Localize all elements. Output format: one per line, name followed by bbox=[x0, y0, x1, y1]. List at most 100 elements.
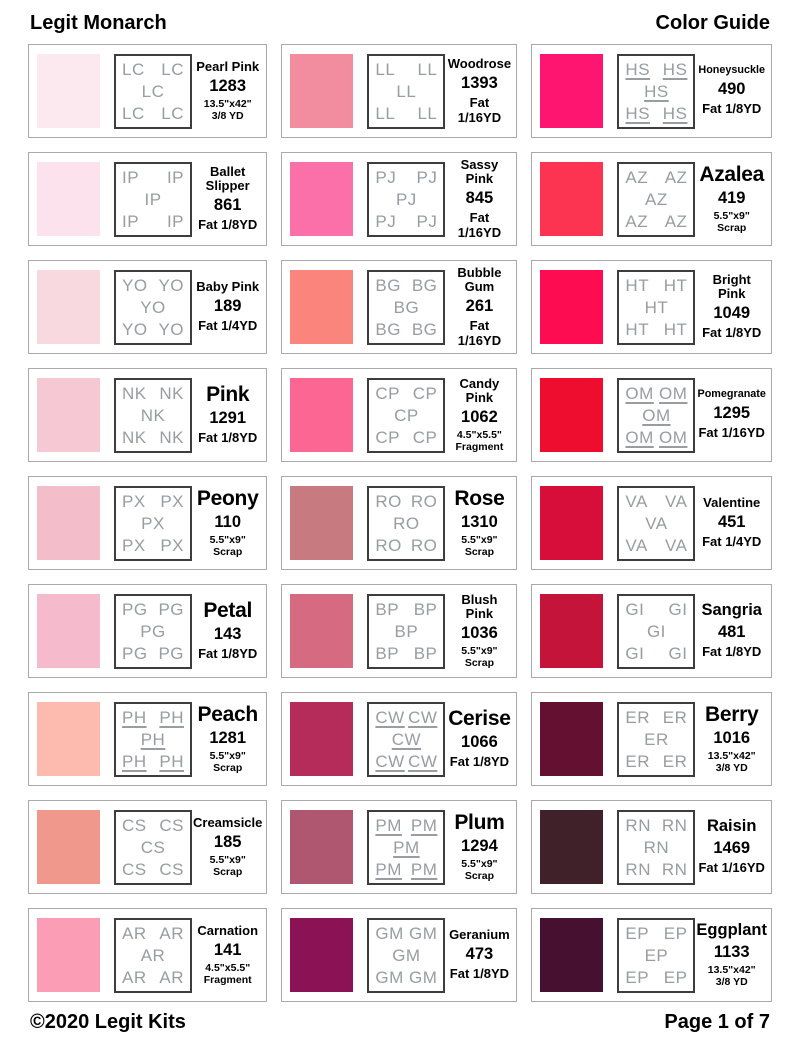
piece-code: PH bbox=[159, 707, 184, 727]
piece-code-box: IP IP IP IP IP bbox=[114, 161, 192, 237]
color-swatch bbox=[37, 54, 100, 128]
code-row: RN RN bbox=[625, 861, 687, 878]
piece-code: HS bbox=[625, 103, 651, 123]
color-card: CW CW CW CW CW Cerise 1066 Fat 1/8YD bbox=[281, 692, 518, 786]
piece-code-box: LC LC LC LC LC bbox=[114, 53, 192, 129]
piece-code: GM bbox=[392, 945, 421, 965]
code-row: VA VA bbox=[625, 537, 687, 554]
color-card: PM PM PM PM PM Plum 1294 5.5"x9" Scrap bbox=[281, 800, 518, 894]
piece-code-box: OM OM OM OM OM bbox=[617, 377, 696, 453]
piece-code: NK bbox=[159, 383, 184, 403]
piece-code: PX bbox=[141, 513, 165, 533]
code-row: YO YO bbox=[122, 277, 184, 294]
fabric-amount: 5.5"x9" Scrap bbox=[209, 750, 246, 775]
fabric-amount: Fat 1/16YD bbox=[457, 209, 502, 240]
fabric-amount: Fat 1/8YD bbox=[198, 646, 258, 662]
piece-code-box: PM PM PM PM PM bbox=[367, 809, 446, 885]
piece-code: AZ bbox=[625, 211, 649, 231]
copyright: ©2020 Legit Kits bbox=[30, 1011, 186, 1033]
fabric-amount: 5.5"x9" Scrap bbox=[461, 644, 498, 670]
color-grid: LC LC LC LC LC Pearl Pink 1283 13.5"x42"… bbox=[28, 44, 772, 1002]
color-number: 1294 bbox=[461, 837, 498, 856]
code-row: IP IP bbox=[122, 213, 184, 230]
code-row: BG BG bbox=[375, 277, 437, 294]
piece-code: LL bbox=[396, 81, 417, 101]
color-swatch bbox=[540, 270, 604, 344]
code-row: PH bbox=[122, 731, 184, 748]
piece-code: PM bbox=[375, 859, 402, 879]
code-row: PH PH bbox=[122, 753, 184, 770]
code-row: EP EP bbox=[625, 925, 687, 942]
code-row: OM OM bbox=[625, 385, 687, 402]
piece-code: CW bbox=[375, 707, 405, 727]
piece-code: EP bbox=[644, 945, 669, 965]
color-name: Rose bbox=[454, 486, 505, 510]
piece-code: VA bbox=[625, 535, 648, 555]
piece-code: PJ bbox=[375, 167, 397, 187]
fabric-amount: 4.5"x5.5" Fragment bbox=[203, 961, 252, 987]
piece-code: LC bbox=[122, 103, 145, 123]
code-row: OM OM bbox=[625, 429, 687, 446]
piece-code: PH bbox=[122, 751, 147, 771]
color-info: Valentine 451 Fat 1/4YD bbox=[695, 495, 768, 550]
page-header: Legit Monarch Color Guide bbox=[28, 12, 772, 35]
piece-code-box: EP EP EP EP EP bbox=[617, 917, 696, 993]
code-row: AR AR bbox=[122, 969, 184, 986]
color-card: BP BP BP BP BP Blush Pink 1036 5.5"x9" Scr… bbox=[281, 584, 518, 678]
page-subtitle: Color Guide bbox=[655, 12, 770, 34]
piece-code-box: CS CS CS CS CS bbox=[114, 809, 192, 885]
piece-code: AR bbox=[140, 945, 166, 965]
color-card: RO RO RO RO RO Rose 1310 5.5"x9" Scrap bbox=[281, 476, 518, 570]
piece-code: OM bbox=[642, 405, 671, 425]
color-name: Carnation bbox=[197, 922, 259, 938]
piece-code: LL bbox=[417, 59, 438, 79]
color-swatch bbox=[37, 918, 100, 992]
piece-code: NK bbox=[122, 383, 147, 403]
code-row: EP EP bbox=[625, 969, 687, 986]
code-row: RN bbox=[625, 839, 687, 856]
piece-code: RN bbox=[625, 815, 651, 835]
code-row: LC LC bbox=[122, 61, 184, 78]
piece-code: AR bbox=[159, 923, 184, 943]
color-info: Ballet Slipper 861 Fat 1/8YD bbox=[192, 164, 263, 233]
color-swatch bbox=[540, 918, 604, 992]
fabric-amount: Fat 1/4YD bbox=[198, 318, 258, 334]
piece-code: PG bbox=[122, 599, 148, 619]
piece-code: VA bbox=[625, 491, 648, 511]
color-number: 1469 bbox=[713, 838, 751, 857]
color-number: 1283 bbox=[209, 76, 247, 95]
color-card: HS HS HS HS HS Honeysuckle 490 Fat 1/8YD bbox=[531, 44, 772, 138]
piece-code: OM bbox=[659, 383, 688, 403]
piece-code: GM bbox=[375, 923, 404, 943]
color-card: VA VA VA VA VA Valentine 451 Fat 1/4YD bbox=[531, 476, 772, 570]
piece-code: RO bbox=[393, 513, 420, 533]
code-row: AZ AZ bbox=[625, 213, 687, 230]
color-info: Carnation 141 4.5"x5.5" Fragment bbox=[192, 922, 263, 987]
color-card: YO YO YO YO YO Baby Pink 189 Fat 1/4YD bbox=[28, 260, 268, 354]
color-name: Pearl Pink bbox=[196, 58, 260, 74]
code-row: AZ bbox=[625, 191, 687, 208]
piece-code: CS bbox=[159, 859, 184, 879]
piece-code: CP bbox=[412, 427, 438, 447]
color-swatch bbox=[37, 162, 100, 236]
color-name: Bubble Gum bbox=[457, 264, 502, 294]
piece-code: BP bbox=[413, 599, 438, 619]
fabric-amount: Fat 1/16YD bbox=[698, 424, 765, 440]
fabric-amount: 5.5"x9" Scrap bbox=[209, 534, 246, 559]
code-row: GM GM bbox=[375, 925, 437, 942]
code-row: PJ PJ bbox=[375, 169, 437, 186]
code-row: PG PG bbox=[122, 601, 184, 618]
color-number: 1133 bbox=[713, 942, 750, 961]
color-name: Blush Pink bbox=[461, 591, 498, 621]
piece-code: GI bbox=[625, 599, 645, 619]
piece-code: GM bbox=[409, 923, 438, 943]
piece-code: PJ bbox=[395, 189, 417, 209]
piece-code: OM bbox=[625, 383, 654, 403]
code-row: BG BG bbox=[375, 321, 437, 338]
piece-code: EP bbox=[663, 923, 688, 943]
color-info: Raisin 1469 Fat 1/16YD bbox=[695, 817, 768, 876]
piece-code: BG bbox=[375, 275, 401, 295]
color-swatch bbox=[540, 810, 604, 884]
color-swatch bbox=[37, 594, 100, 668]
color-swatch bbox=[540, 486, 604, 560]
